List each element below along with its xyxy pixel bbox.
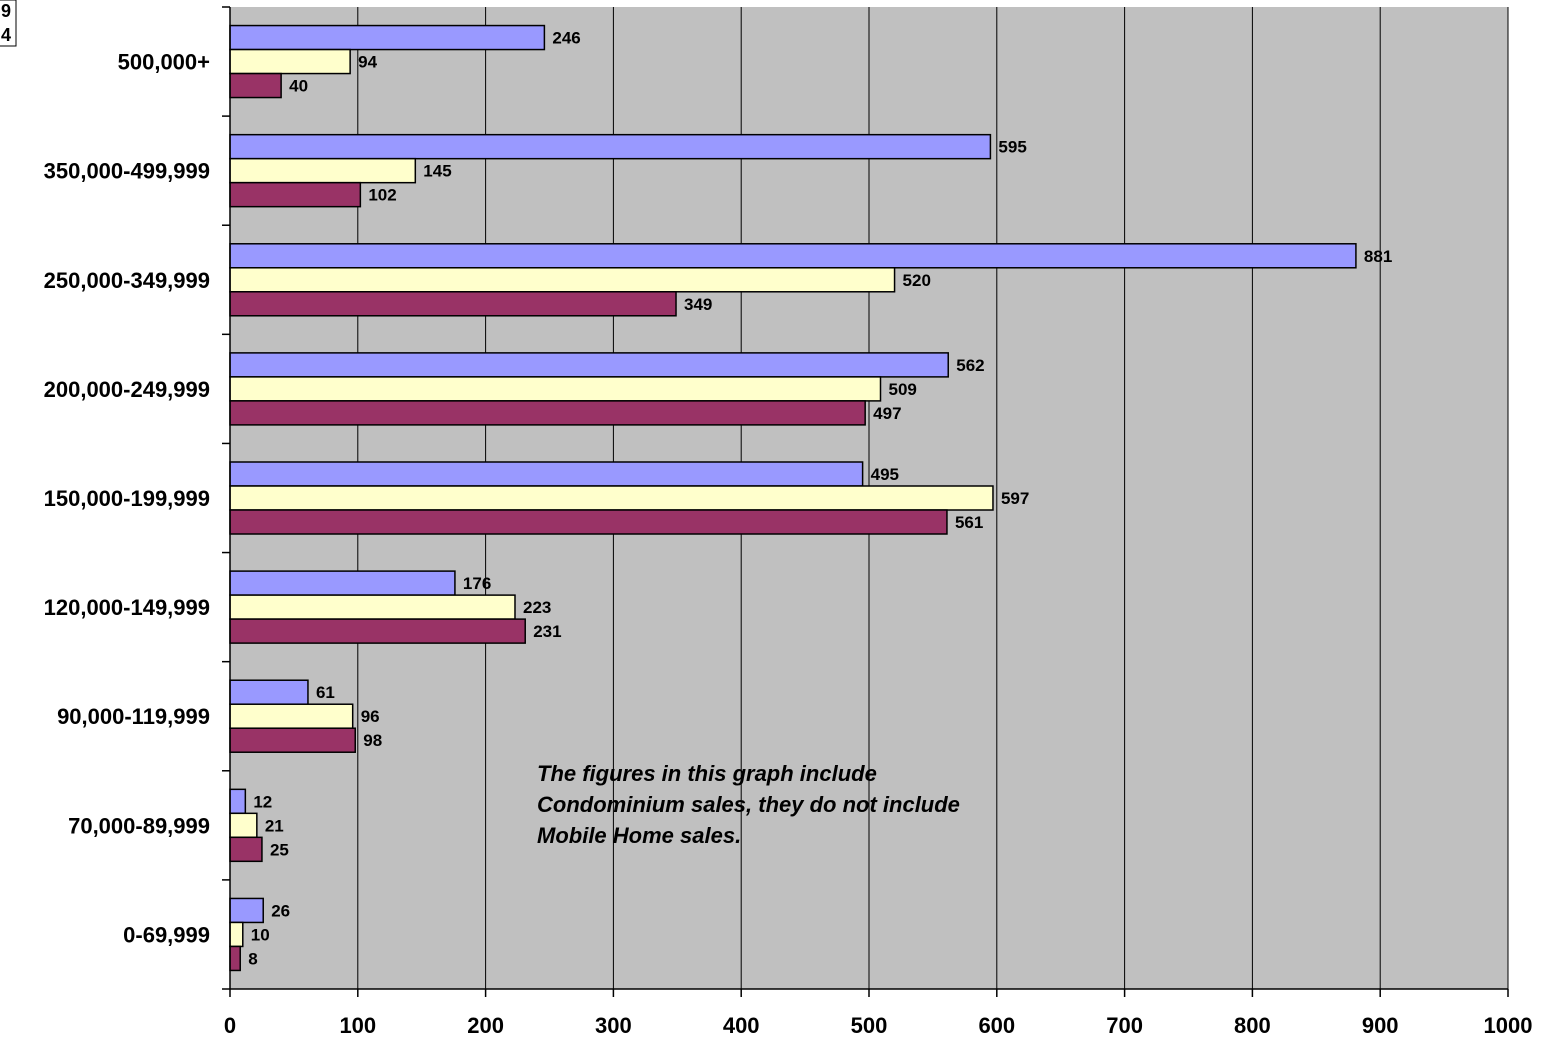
category-label: 500,000+ <box>118 50 210 75</box>
bar <box>229 570 456 596</box>
data-label: 98 <box>363 731 382 750</box>
bar <box>229 485 994 511</box>
bar <box>229 400 866 426</box>
bar <box>229 157 417 184</box>
bar <box>229 618 526 644</box>
data-label: 509 <box>889 380 917 399</box>
bar <box>229 72 282 99</box>
category-label: 120,000-149,999 <box>44 595 210 620</box>
data-label: 145 <box>423 162 451 181</box>
category-label: 200,000-249,999 <box>44 377 210 402</box>
data-label: 94 <box>358 53 377 72</box>
bar <box>229 291 677 317</box>
annotation-line: The figures in this graph include <box>537 761 877 786</box>
data-label: 61 <box>316 683 335 702</box>
category-label: 150,000-199,999 <box>44 486 210 511</box>
x-tick-label: 800 <box>1234 1013 1271 1037</box>
bar <box>229 509 948 535</box>
bar <box>229 897 264 924</box>
y-axis-ticks <box>222 6 230 990</box>
data-label: 10 <box>251 925 270 944</box>
data-label: 26 <box>271 901 290 920</box>
x-tick-label: 500 <box>851 1013 888 1037</box>
data-label: 96 <box>361 707 380 726</box>
data-label: 495 <box>871 465 899 484</box>
x-tick-label: 1000 <box>1484 1013 1533 1037</box>
bar <box>229 679 309 705</box>
data-label: 176 <box>463 574 491 593</box>
data-label: 12 <box>253 792 272 811</box>
bar <box>229 133 992 160</box>
x-tick-labels: 0 100 200 300 400 500 600 700 800 900 1000 <box>224 1013 1533 1037</box>
bar <box>229 945 241 972</box>
data-label: 595 <box>998 138 1026 157</box>
bar <box>229 24 546 51</box>
data-label: 497 <box>873 404 901 423</box>
x-tick-label: 600 <box>978 1013 1015 1037</box>
bar <box>229 376 882 402</box>
data-label: 562 <box>956 356 984 375</box>
x-tick-label: 300 <box>595 1013 632 1037</box>
x-tick-label: 400 <box>723 1013 760 1037</box>
x-tick-label: 700 <box>1106 1013 1143 1037</box>
x-tick-label: 100 <box>339 1013 376 1037</box>
category-labels: 500,000+ 350,000-499,999 250,000-349,999 20… <box>44 50 210 948</box>
legend-partial: 9 4 <box>0 0 17 47</box>
legend-fragment: 9 <box>1 1 11 21</box>
data-label: 102 <box>368 186 396 205</box>
legend-fragment: 4 <box>1 25 11 45</box>
bar <box>229 812 258 839</box>
data-label: 246 <box>552 29 580 48</box>
bar <box>229 727 356 753</box>
annotation-note: The figures in this graph include Condom… <box>537 761 960 848</box>
category-label: 70,000-89,999 <box>68 813 210 838</box>
category-label: 0-69,999 <box>123 922 210 947</box>
bar <box>229 836 263 863</box>
data-label: 40 <box>289 77 308 96</box>
bar <box>229 703 354 729</box>
data-labels: 246 94 40 595 145 102 881 520 349 562 509 497 495 597… <box>248 29 1392 969</box>
annotation-line: Mobile Home sales. <box>537 823 741 848</box>
data-label: 223 <box>523 598 551 617</box>
data-label: 561 <box>955 513 983 532</box>
x-tick-label: 200 <box>467 1013 504 1037</box>
data-label: 231 <box>533 622 561 641</box>
bar <box>229 243 1357 269</box>
category-label: 350,000-499,999 <box>44 159 210 184</box>
bar <box>229 461 864 487</box>
x-tick-label: 0 <box>224 1013 236 1037</box>
category-label: 250,000-349,999 <box>44 268 210 293</box>
bar <box>229 48 351 75</box>
data-label: 520 <box>903 271 931 290</box>
data-label: 25 <box>270 840 289 859</box>
bars <box>229 24 1357 972</box>
data-label: 21 <box>265 816 284 835</box>
category-label: 90,000-119,999 <box>57 704 210 729</box>
bar <box>229 921 244 948</box>
annotation-line: Condominium sales, they do not include <box>537 792 960 817</box>
x-tick-label: 900 <box>1362 1013 1399 1037</box>
data-label: 597 <box>1001 489 1029 508</box>
legend-box <box>0 0 17 47</box>
bar <box>229 594 516 620</box>
bar <box>229 788 247 815</box>
data-label: 881 <box>1364 247 1392 266</box>
x-axis-ticks <box>229 989 1509 997</box>
data-label: 8 <box>248 949 257 968</box>
bar <box>229 352 949 378</box>
bar <box>229 181 362 208</box>
data-label: 349 <box>684 295 712 314</box>
bar <box>229 267 896 293</box>
